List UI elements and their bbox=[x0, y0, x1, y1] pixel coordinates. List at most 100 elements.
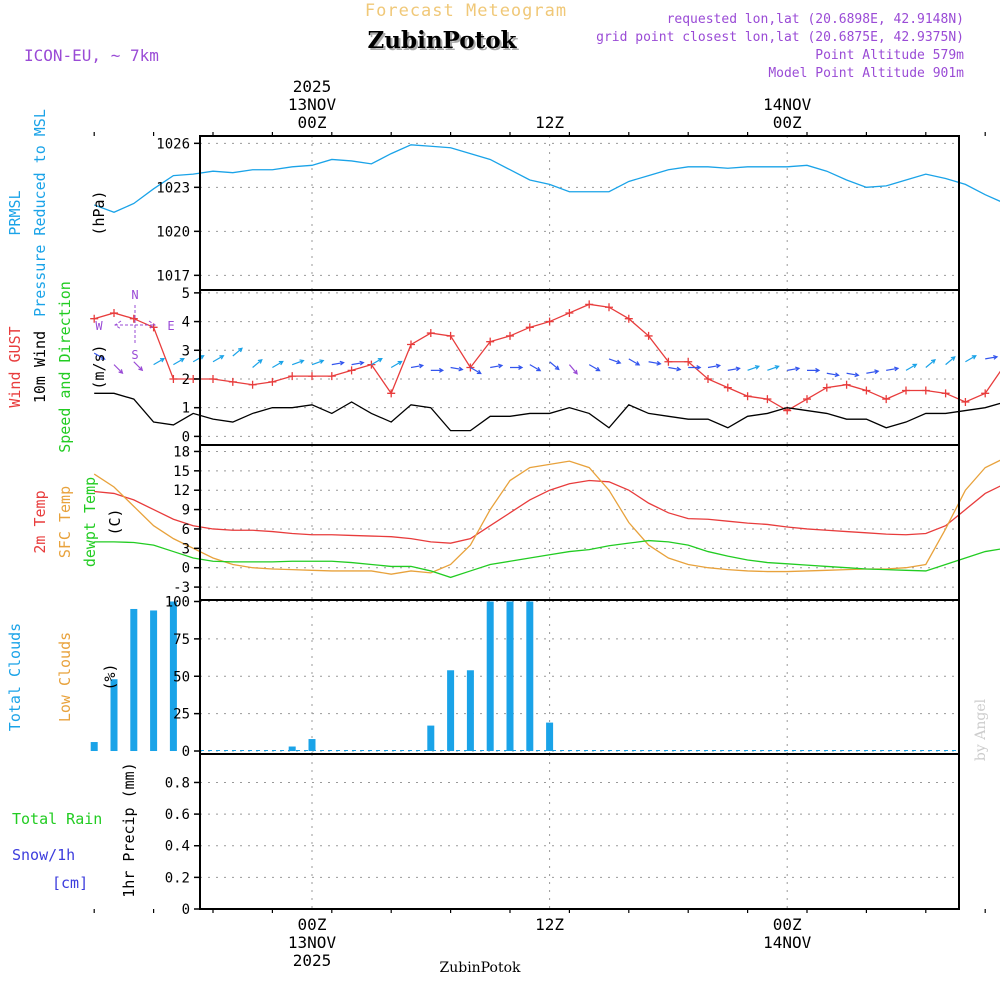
location-title-shadow: ZubinPotok bbox=[370, 29, 520, 56]
wind-ytick-label: 1 bbox=[182, 401, 190, 417]
wind-gust-marker bbox=[367, 360, 376, 369]
bottom-year-label: 2025 bbox=[293, 951, 332, 970]
clouds-bar bbox=[110, 679, 118, 752]
clouds-ytick-label: 25 bbox=[173, 707, 190, 723]
wind-gust-marker bbox=[268, 377, 277, 386]
wind-ytick-label: 5 bbox=[182, 286, 190, 302]
wind-gust-marker bbox=[644, 331, 653, 340]
clouds-bar bbox=[130, 608, 138, 752]
wind-direction-arrow bbox=[549, 361, 560, 371]
wind-gust-marker bbox=[209, 374, 217, 383]
data-layer bbox=[90, 145, 1000, 909]
model-altitude: Model Point Altitude 901m bbox=[768, 66, 964, 81]
wind-gust-marker bbox=[684, 357, 693, 366]
wind-direction-arrow bbox=[866, 369, 880, 375]
wind-direction-arrow bbox=[787, 366, 801, 372]
temp-series-dewpt-temp bbox=[94, 539, 1000, 579]
wind-direction-arrow bbox=[430, 367, 445, 373]
wind-direction-arrow bbox=[410, 363, 425, 369]
clouds-bar bbox=[466, 670, 474, 752]
wind-gust-marker bbox=[704, 374, 712, 383]
clouds-bar bbox=[308, 739, 316, 752]
wind-gust-marker bbox=[822, 383, 831, 392]
wind-gust-marker bbox=[169, 374, 178, 383]
wind-direction-arrow bbox=[568, 364, 578, 375]
model-label: ICON-EU, ~ 7km bbox=[24, 46, 159, 65]
wind-direction-arrow bbox=[668, 366, 682, 372]
wind-direction-arrow bbox=[153, 358, 166, 366]
wind-gust-marker bbox=[763, 395, 772, 404]
clouds-bar bbox=[506, 601, 514, 752]
precip-ytick-label: 0.2 bbox=[165, 870, 190, 886]
wind-gust-marker bbox=[882, 395, 891, 404]
temp-ytick-label: 3 bbox=[182, 541, 190, 557]
pressure-axis-label: PRMSL bbox=[6, 190, 24, 235]
top-year-label: 2025 bbox=[293, 77, 332, 96]
wind-gust-marker bbox=[862, 386, 871, 395]
wind-direction-arrow bbox=[925, 358, 936, 368]
wind-gust-marker bbox=[961, 397, 970, 406]
pressure-ytick-label: 1020 bbox=[156, 224, 190, 240]
wind-gust-marker bbox=[921, 386, 930, 395]
wind-direction-arrow bbox=[608, 358, 622, 365]
footer-location: ZubinPotok bbox=[439, 960, 521, 976]
pressure-axis-label: Pressure Reduced to MSL bbox=[31, 109, 49, 317]
temp-axis-label: dewpt Temp bbox=[81, 477, 99, 567]
temp-ytick-label: 0 bbox=[182, 561, 190, 577]
top-time-label: 12Z bbox=[535, 113, 564, 132]
bottom-date-label: 14NOV bbox=[763, 933, 812, 952]
wind-gust-marker bbox=[624, 314, 633, 323]
clouds-bar bbox=[169, 601, 177, 752]
wind-direction-arrow bbox=[450, 366, 464, 372]
wind-gust-marker bbox=[228, 377, 237, 386]
wind-gust-marker bbox=[981, 389, 990, 398]
wind-direction-arrow bbox=[490, 363, 504, 369]
wind-gust-marker bbox=[664, 357, 673, 366]
wind-direction-arrow bbox=[628, 358, 641, 366]
clouds-ytick-label: 0 bbox=[182, 744, 190, 760]
clouds-axis-label: Low Clouds bbox=[56, 632, 74, 722]
bottom-time-label: 12Z bbox=[535, 915, 564, 934]
wind-direction-arrow bbox=[390, 360, 403, 369]
wind-ytick-label: 4 bbox=[182, 315, 190, 331]
precip-ytick-label: 0.8 bbox=[165, 775, 190, 791]
wind-direction-arrow bbox=[232, 347, 243, 357]
temp-ytick-label: 18 bbox=[173, 444, 190, 460]
wind-series-10m-wind bbox=[94, 392, 1000, 432]
clouds-bar bbox=[486, 601, 494, 752]
wind-direction-arrow bbox=[886, 366, 900, 372]
super-title: Forecast Meteogram bbox=[365, 1, 567, 21]
wind-direction-arrow bbox=[905, 363, 918, 371]
clouds-bar bbox=[447, 670, 455, 752]
wind-series-wind-gust bbox=[94, 303, 1000, 412]
clouds-ytick-label: 50 bbox=[173, 669, 190, 685]
wind-direction-arrow bbox=[371, 358, 383, 366]
wind-ytick-label: 0 bbox=[182, 429, 190, 445]
compass-rose-icon bbox=[114, 305, 156, 345]
clouds-bar bbox=[150, 610, 158, 752]
wind-direction-arrow bbox=[173, 358, 185, 366]
bottom-time-label: 00Z bbox=[773, 915, 802, 934]
wind-direction-arrow bbox=[470, 366, 482, 375]
wind-direction-arrow bbox=[291, 359, 305, 366]
bottom-date-label: 13NOV bbox=[288, 933, 337, 952]
wind-direction-arrow bbox=[965, 355, 977, 363]
wind-ytick-label: 3 bbox=[182, 343, 190, 359]
wind-gust-marker bbox=[327, 372, 336, 381]
clouds-ytick-label: 75 bbox=[173, 632, 190, 648]
precip-ytick-label: 0.6 bbox=[165, 807, 190, 823]
temp-ytick-label: 9 bbox=[182, 503, 190, 519]
wind-gust-marker bbox=[426, 329, 435, 338]
clouds-frame bbox=[199, 599, 960, 755]
point-altitude: Point Altitude 579m bbox=[815, 48, 964, 63]
credit: by Angel bbox=[973, 698, 989, 761]
wind-axis-label: Speed and Direction bbox=[56, 281, 74, 453]
temp-ytick-label: 12 bbox=[173, 483, 190, 499]
precip-legend-entry: Snow/1h bbox=[12, 846, 75, 864]
pressure-series-prmsl bbox=[93, 144, 1000, 213]
temp-ytick-label: -3 bbox=[173, 580, 190, 596]
wind-gust-marker bbox=[407, 340, 415, 349]
wind-direction-arrow bbox=[252, 358, 263, 368]
temp-frame bbox=[199, 444, 960, 601]
